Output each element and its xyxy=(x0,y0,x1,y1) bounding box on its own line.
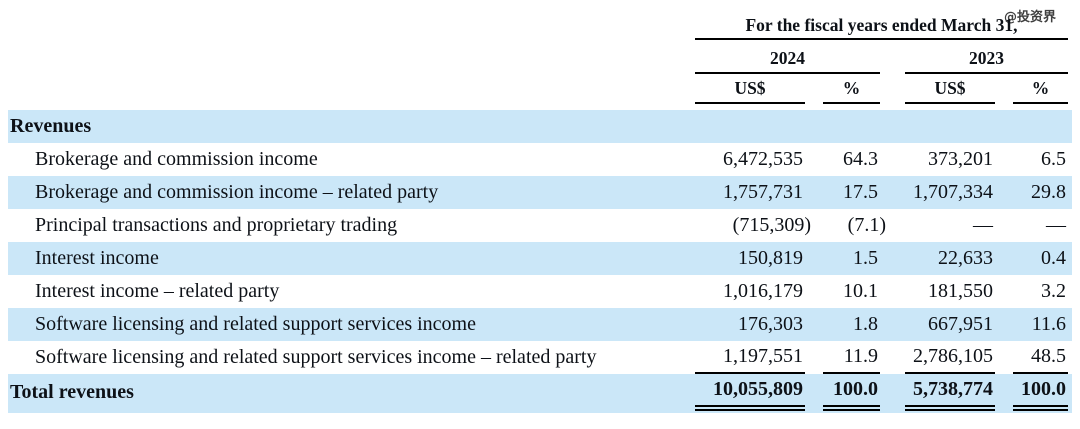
pct-2023-value: 29.8 xyxy=(1031,181,1066,203)
us-2024-value: 176,303 xyxy=(738,313,803,335)
pct-2023-value: 0.4 xyxy=(1041,247,1066,269)
us-2024-value: 1,197,551 xyxy=(695,341,805,374)
watermark-label: @投资界 xyxy=(1004,10,1057,25)
total-pct-2024-value: 100.0 xyxy=(823,374,880,411)
pct-2023-value: 11.6 xyxy=(1031,313,1066,335)
table-header-title-row: For the fiscal years ended March 31, xyxy=(8,0,1072,40)
total-us-2023-value: 5,738,774 xyxy=(905,374,995,411)
pct-2024-value: 10.1 xyxy=(843,280,878,302)
pct-2023-value: — xyxy=(1046,214,1066,236)
table-row: Interest income – related party 1,016,17… xyxy=(8,275,1072,308)
total-pct-2023-value: 100.0 xyxy=(1013,374,1068,411)
us-2024-value: 1,016,179 xyxy=(723,280,803,302)
us-2024-value: (715,309) xyxy=(732,214,811,236)
year-2023-header: 2023 xyxy=(905,48,1068,74)
pct-2024-value: 11.9 xyxy=(823,341,880,374)
section-label: Revenues xyxy=(10,115,92,137)
us-2023-value: 22,633 xyxy=(938,247,993,269)
fiscal-years-title: For the fiscal years ended March 31, xyxy=(695,15,1068,40)
us-2024-value: 150,819 xyxy=(738,247,803,269)
pct-2024-value: 1.5 xyxy=(853,247,878,269)
table-row: Interest income 150,819 1.5 22,633 0.4 xyxy=(8,242,1072,275)
row-label: Interest income – related party xyxy=(35,280,280,302)
row-label: Brokerage and commission income – relate… xyxy=(35,181,439,203)
pct-2024-value: (7.1) xyxy=(847,214,886,236)
total-us-2024-value: 10,055,809 xyxy=(695,374,805,411)
pct-2024-value: 64.3 xyxy=(843,148,878,170)
year-2024-header: 2024 xyxy=(695,48,880,74)
table-header-unit-row: US$ % US$ % xyxy=(8,74,1072,104)
us-2024-value: 1,757,731 xyxy=(723,181,803,203)
usd-header-2024: US$ xyxy=(695,78,805,104)
us-2023-value: 667,951 xyxy=(928,313,993,335)
usd-header-2023: US$ xyxy=(905,78,995,104)
row-label: Brokerage and commission income xyxy=(35,148,318,170)
pct-2023-value: 6.5 xyxy=(1041,148,1066,170)
us-2023-value: 1,707,334 xyxy=(913,181,993,203)
pct-2024-value: 1.8 xyxy=(853,313,878,335)
percent-header-2023: % xyxy=(1013,78,1068,104)
row-label: Software licensing and related support s… xyxy=(35,346,597,368)
row-label: Interest income xyxy=(35,247,159,269)
us-2024-value: 6,472,535 xyxy=(723,148,803,170)
financial-table: For the fiscal years ended March 31, 202… xyxy=(8,0,1072,413)
table-row: Software licensing and related support s… xyxy=(8,308,1072,341)
table-header-year-row: 2024 2023 xyxy=(8,40,1072,74)
us-2023-value: 181,550 xyxy=(928,280,993,302)
us-2023-value: — xyxy=(973,214,993,236)
row-label: Principal transactions and proprietary t… xyxy=(35,214,398,236)
pct-2023-value: 3.2 xyxy=(1041,280,1066,302)
pct-2023-value: 48.5 xyxy=(1013,341,1068,374)
us-2023-value: 2,786,105 xyxy=(905,341,995,374)
pct-2024-value: 17.5 xyxy=(843,181,878,203)
total-label: Total revenues xyxy=(10,381,134,403)
table-row-section: Revenues xyxy=(8,110,1072,143)
table-row: Brokerage and commission income – relate… xyxy=(8,176,1072,209)
table-row: Principal transactions and proprietary t… xyxy=(8,209,1072,242)
table-row-total: Total revenues 10,055,809 100.0 5,738,77… xyxy=(8,374,1072,413)
us-2023-value: 373,201 xyxy=(928,148,993,170)
table-row: Software licensing and related support s… xyxy=(8,341,1072,374)
row-label: Software licensing and related support s… xyxy=(35,313,476,335)
table-row: Brokerage and commission income 6,472,53… xyxy=(8,143,1072,176)
percent-header-2024: % xyxy=(823,78,880,104)
